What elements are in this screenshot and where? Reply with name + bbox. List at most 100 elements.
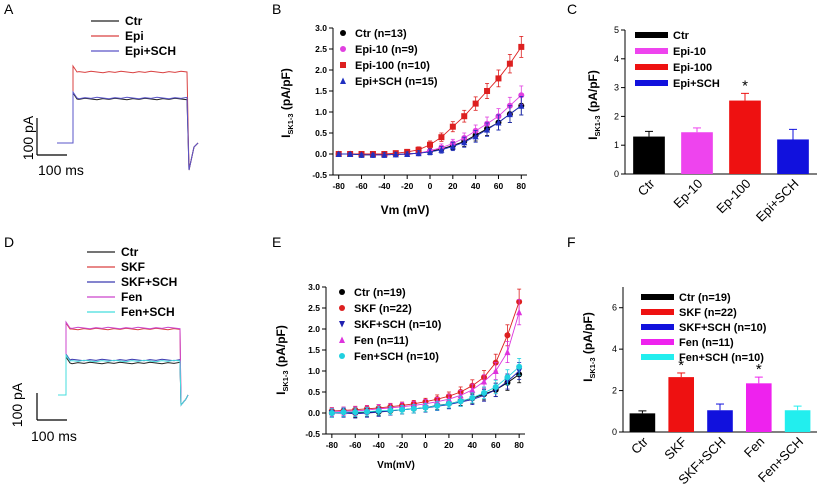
y-axis-title-unit: (pA/pF) (279, 68, 293, 113)
y-axis-title-subscript: SK1-3 (281, 370, 290, 391)
legend-label: Epi (125, 29, 144, 43)
x-tick-label: 60 (491, 440, 501, 450)
y-tick-label: 0 (612, 427, 617, 437)
data-point (492, 367, 499, 374)
data-point (381, 151, 388, 158)
scale-bar: 100 pA 100 ms (20, 115, 84, 178)
data-point (328, 410, 335, 416)
y-tick-label: 1.0 (308, 366, 320, 376)
legend-swatch (641, 294, 674, 300)
data-point (358, 151, 365, 158)
legend-label: Epi+SCH (125, 44, 176, 58)
current-trace (58, 355, 189, 407)
current-trace (58, 353, 189, 407)
data-point (387, 407, 394, 414)
data-point (472, 132, 479, 140)
legend: Ctr (n=19) SKF (n=22) SKF+SCH (n=10) Fen (n… (641, 292, 767, 364)
panel-letter: B (272, 1, 281, 17)
y-axis-title: ISK1-3 (pA/pF) (274, 325, 290, 395)
legend-marker (339, 305, 345, 311)
x-tick-label: -40 (378, 181, 391, 191)
legend-label: Fen (n=11) (679, 337, 734, 349)
y-tick-label: 2.0 (315, 65, 327, 75)
data-point (472, 100, 479, 107)
x-axis-label: Vm (mV) (381, 203, 430, 217)
current-trace (57, 90, 199, 171)
x-tick-label: -60 (355, 181, 368, 191)
y-tick-label: 1.5 (308, 345, 320, 355)
legend: Ctr Epi-10 Epi-100 Epi+SCH (635, 30, 720, 90)
data-point (335, 150, 342, 157)
x-tick-label: -20 (401, 181, 414, 191)
bar (633, 136, 665, 174)
x-tick-label: 80 (517, 181, 527, 191)
data-point (516, 363, 523, 370)
data-point (375, 407, 382, 414)
legend-label: SKF+SCH (121, 275, 177, 289)
y-tick-label: 4 (614, 54, 619, 64)
legend-label: Epi-10 (n=9) (355, 44, 418, 56)
y-axis-title-subscript: SK1-3 (593, 115, 602, 136)
legend-marker (339, 336, 345, 343)
trace-plot (57, 64, 199, 171)
data-point (410, 405, 417, 412)
legend-label: Ctr (125, 14, 143, 28)
y-axis-title-main: I (279, 135, 293, 138)
bar (745, 383, 772, 432)
y-tick-label: 5 (614, 25, 619, 35)
legend-label: Fen+SCH (n=10) (679, 352, 764, 364)
scale-current-label: 100 pA (9, 382, 25, 427)
x-tick-label: -80 (326, 440, 339, 450)
legend-label: Fen+SCH (121, 305, 175, 319)
y-axis-label: ISK1-3 (pA/pF) (279, 68, 295, 138)
data-point (438, 146, 445, 153)
x-tick-label: Ep-100 (713, 176, 753, 216)
data-point (445, 395, 452, 403)
data-point (347, 150, 354, 157)
x-tick-label: 20 (444, 440, 454, 450)
y-axis-title: ISK1-3 (pA/pF) (586, 70, 602, 140)
current-trace (57, 64, 199, 171)
y-tick-label: 2.0 (308, 324, 320, 334)
legend-label: Fen+SCH (n=10) (354, 351, 439, 363)
y-tick-label: 3.0 (315, 23, 327, 33)
x-tick-label: -20 (396, 440, 409, 450)
panel-e: E ISK1-3 (pA/pF) -0.5 0.0 0.5 1.0 1.5 2.0 2.5 3… (272, 234, 525, 471)
y-axis-title-unit: (pA/pF) (586, 70, 600, 115)
legend: Ctr (n=19) SKF (n=22) SKF+SCH (n=10) Fen (n… (339, 287, 442, 363)
line-plot: -0.5 0.0 0.5 1.0 1.5 2.0 2.5 3.0 -80 -60 -40 -20 0 20… (305, 282, 525, 450)
data-point (457, 398, 464, 405)
legend-label: Ctr (121, 245, 139, 259)
data-point (504, 348, 511, 356)
data-point (434, 402, 441, 409)
data-point (504, 332, 511, 339)
y-axis-title-main: I (274, 392, 288, 395)
legend-label: Epi-100 (n=10) (355, 60, 430, 72)
legend-swatch (641, 309, 674, 315)
x-tick-label: Ep-10 (670, 176, 705, 211)
data-point (415, 149, 422, 157)
data-point (363, 408, 370, 415)
legend-label: Fen (121, 290, 142, 304)
data-point (481, 378, 488, 385)
legend-label: Ctr (673, 30, 690, 42)
legend-marker (339, 353, 345, 359)
y-axis-title-unit: (pA/pF) (581, 312, 595, 357)
y-tick-label: 4 (612, 344, 617, 354)
panel-b: B ISK1-3 (pA/pF) -0.5 0.0 0.5 1.0 1.5 2.0 2.5 3… (272, 1, 527, 217)
panel-letter: A (4, 1, 14, 17)
legend-label: SKF+SCH (n=10) (354, 319, 442, 331)
x-tick-label: Epi+SCH (753, 176, 802, 225)
current-trace (58, 321, 189, 407)
data-point (518, 102, 525, 109)
x-tick-label: Ctr (635, 175, 658, 198)
legend-label: Ctr (n=19) (679, 292, 731, 304)
data-point (457, 391, 464, 399)
y-tick-label: -0.5 (305, 429, 320, 439)
bar (668, 377, 695, 432)
y-tick-label: 1.5 (315, 86, 327, 96)
y-axis-label: ISK1-3 (pA/pF) (586, 70, 602, 140)
